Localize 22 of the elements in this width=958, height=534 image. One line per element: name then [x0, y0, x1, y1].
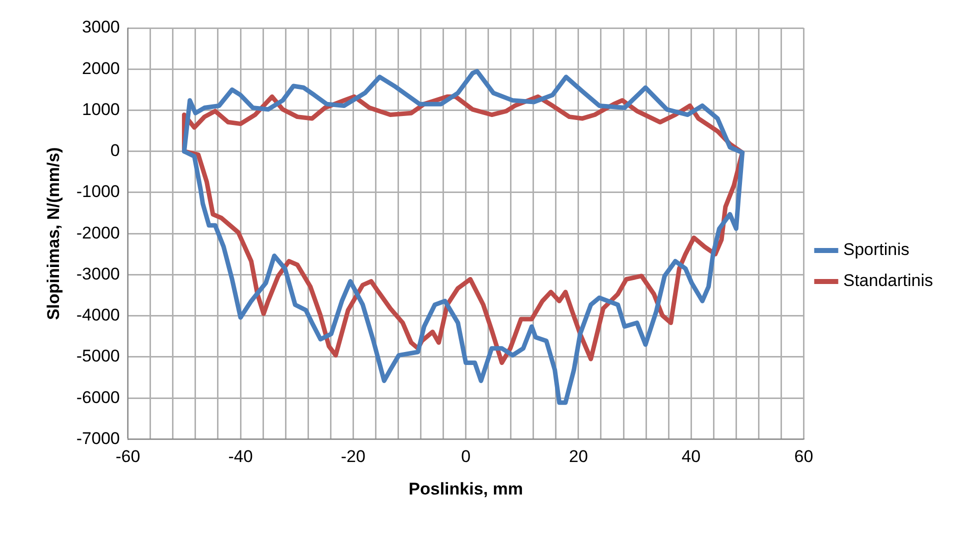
x-tick-label: -60 — [116, 447, 140, 466]
x-axis-title: Poslinkis, mm — [408, 479, 523, 498]
x-tick-label: 40 — [682, 447, 701, 466]
x-tick-label: -40 — [228, 447, 253, 466]
y-tick-label: 1000 — [82, 100, 120, 119]
y-axis-title: Slopinimas, N/(mm/s) — [44, 147, 63, 320]
legend-label: Sportinis — [843, 240, 910, 260]
x-tick-label: 20 — [568, 447, 588, 466]
x-tick-label: 60 — [794, 447, 814, 466]
y-tick-label: -3000 — [76, 264, 120, 284]
x-tick-label: -20 — [340, 447, 366, 466]
y-tick-label: 2000 — [82, 58, 120, 78]
x-tick-label: 0 — [461, 447, 471, 466]
y-tick-label: 3000 — [82, 18, 120, 37]
legend-label: Standartinis — [843, 271, 934, 290]
y-tick-label: -7000 — [76, 428, 120, 448]
y-tick-label: -2000 — [76, 223, 120, 242]
y-tick-label: -1000 — [76, 182, 120, 202]
y-tick-label: -4000 — [76, 306, 120, 325]
y-tick-label: 0 — [110, 141, 120, 160]
y-tick-label: -6000 — [76, 388, 120, 407]
y-tick-label: -5000 — [76, 346, 120, 366]
